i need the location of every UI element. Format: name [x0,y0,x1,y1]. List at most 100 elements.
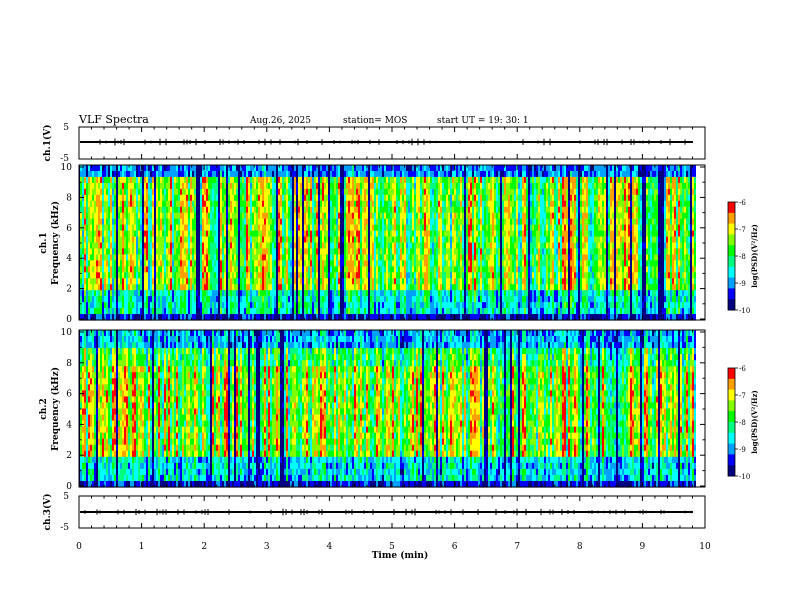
spectrogram-cell [366,165,368,172]
spectrogram-cell [276,176,278,184]
spectrogram-cell [118,236,120,244]
spectrogram-cell [280,260,282,267]
spectrogram-cell [386,296,388,303]
spectrogram-cell [216,260,218,267]
spectrogram-cell [148,290,150,297]
spectrogram-cell [148,278,150,285]
spectrogram-cell [402,194,404,202]
spectrogram-cell [94,290,96,297]
spectrogram-cell [420,314,422,321]
spectrogram-cell [258,284,260,291]
spectrogram-cell [176,230,178,238]
spectrogram-cell [428,314,430,321]
spectrogram-cell [134,182,136,190]
spectrogram-cell [180,242,182,250]
spectrogram-cell [132,170,134,178]
spectrogram-cell [238,290,240,297]
spectrogram-cell [426,224,428,232]
spectrogram-cell [90,165,92,172]
spectrogram-cell [162,248,164,256]
spectrogram-cell [188,260,190,267]
spectrogram-cell [282,308,284,315]
spectrogram-cell [92,272,94,279]
spectrogram-cell [162,308,164,315]
spectrogram-cell [248,272,250,279]
spectrogram-cell [378,194,380,202]
spectrogram-cell [204,248,206,256]
spectrogram-cell [114,248,116,256]
spectrogram-cell [386,218,388,226]
spectrogram-cell [208,272,210,279]
spectrogram-cell [258,224,260,232]
spectrogram-cell [210,182,212,190]
spectrogram-cell [442,218,444,226]
spectrogram-cell [274,290,276,297]
spectrogram-cell [250,165,252,172]
spectrogram-cell [410,224,412,232]
spectrogram-cell [296,272,298,279]
spectrogram-cell [122,296,124,303]
spectrogram-cell [120,182,122,190]
spectrogram-cell [122,260,124,267]
spectrogram-cell [216,230,218,238]
spectrogram-cell [240,206,242,214]
spectrogram-cell [166,260,168,267]
spectrogram-cell [284,170,286,178]
spectrogram-cell [106,170,108,178]
spectrogram-cell [184,206,186,214]
spectrogram-cell [332,314,334,321]
spectrogram-cell [164,165,166,172]
spectrogram-cell [382,308,384,315]
spectrogram-cell [156,182,158,190]
spectrogram-cell [114,236,116,244]
spectrogram-cell [126,236,128,244]
spectrogram-cell [268,182,270,190]
spectrogram-cell [182,266,184,273]
spectrogram-cell [370,206,372,214]
spectrogram-cell [344,290,346,297]
spectrogram-cell [362,218,364,226]
spectrogram-cell [212,182,214,190]
spectrogram-cell [412,194,414,202]
spectrogram-cell [306,176,308,184]
spectrogram-cell [260,278,262,285]
spectrogram-cell [200,278,202,285]
spectrogram-cell [90,200,92,208]
spectrogram-cell [116,266,118,273]
spectrogram-cell [304,266,306,273]
spectrogram-cell [314,224,316,232]
spectrogram-cell [118,242,120,250]
spectrogram-cell [240,218,242,226]
spectrogram-cell [194,266,196,273]
spectrogram-cell [416,206,418,214]
spectrogram-cell [334,200,336,208]
spectrogram-cell [94,296,96,303]
spectrogram-cell [218,176,220,184]
spectrogram-cell [440,236,442,244]
spectrogram-cell [240,224,242,232]
spectrogram-cell [282,242,284,250]
spectrogram-cell [240,302,242,309]
spectrogram-cell [186,248,188,256]
spectrogram-cell [352,170,354,178]
spectrogram-cell [184,308,186,315]
spectrogram-cell [402,314,404,321]
spectrogram-cell [420,212,422,220]
spectrogram-cell [368,194,370,202]
spectrogram-cell [252,290,254,297]
spectrogram-cell [124,224,126,232]
spectrogram-cell [298,260,300,267]
spectrogram-cell [292,182,294,190]
spectrogram-cell [254,176,256,184]
spectrogram-cell [430,248,432,256]
spectrogram-cell [186,206,188,214]
spectrogram-cell [426,212,428,220]
spectrogram-cell [82,296,84,303]
spectrogram-cell [446,302,448,309]
spectrogram-cell [234,308,236,315]
spectrogram-cell [104,218,106,226]
spectrogram-cell [240,296,242,303]
spectrogram-cell [266,224,268,232]
spectrogram-cell [94,230,96,238]
spectrogram-cell [206,272,208,279]
